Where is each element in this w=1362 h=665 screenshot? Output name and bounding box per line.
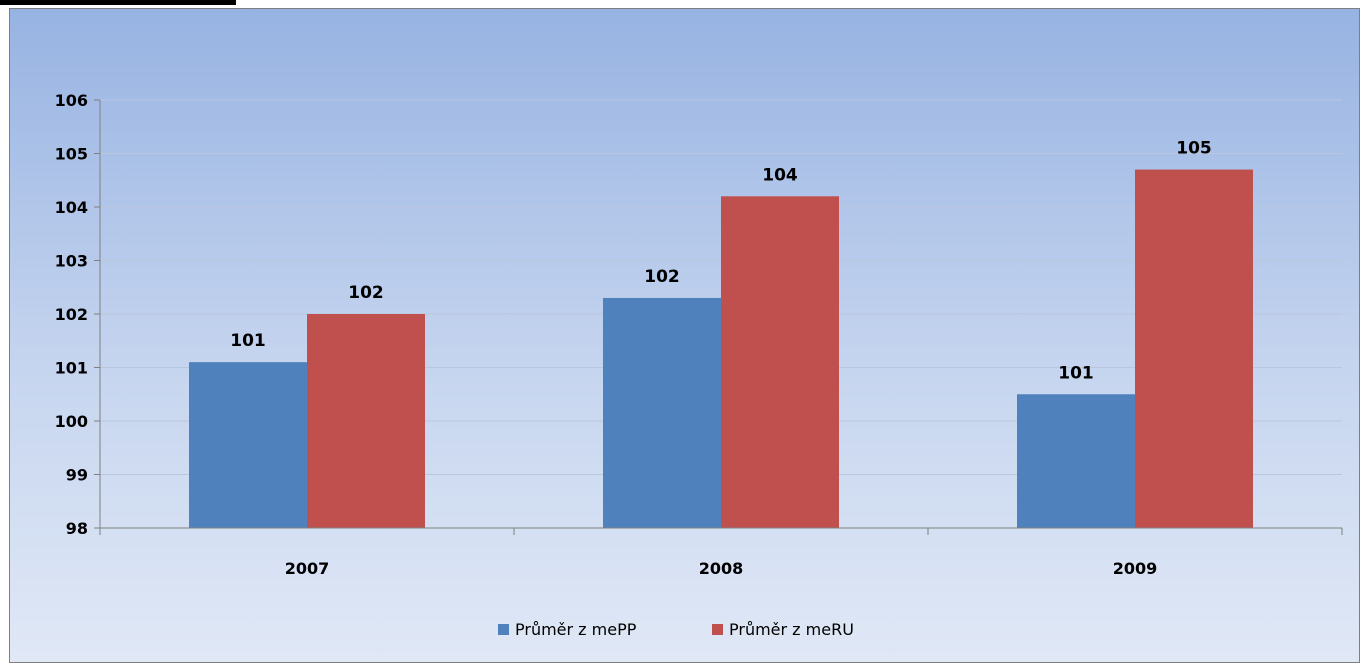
x-tick-label: 2007 xyxy=(285,559,330,578)
bar-2008-series-2 xyxy=(721,196,839,529)
legend-label-1: Průměr z mePP xyxy=(515,620,637,639)
top-rule xyxy=(0,0,236,5)
data-label: 104 xyxy=(762,165,798,185)
axes: 98 99 100 101 102 103 104 105 106 2007 2008 2009 xyxy=(55,91,1343,578)
data-label: 102 xyxy=(348,283,384,303)
bar-2007-series-2 xyxy=(307,314,425,528)
y-tick-label: 98 xyxy=(66,519,88,538)
legend-label-2: Průměr z meRU xyxy=(729,620,854,639)
x-tick-label: 2009 xyxy=(1113,559,1158,578)
y-tick-label: 102 xyxy=(55,305,88,324)
y-tick-label: 101 xyxy=(55,359,88,378)
data-labels: 101 102 102 104 101 105 xyxy=(230,139,1212,384)
data-label: 101 xyxy=(1058,363,1094,383)
y-tick-label: 106 xyxy=(55,91,88,110)
bar-2009-series-2 xyxy=(1135,169,1253,529)
x-tick-label: 2008 xyxy=(699,559,744,578)
bar-2009-series-1 xyxy=(1017,394,1135,528)
bar-2008-series-1 xyxy=(603,297,721,528)
y-tick-label: 105 xyxy=(55,145,88,164)
y-tick-label: 103 xyxy=(55,252,88,271)
bar-2007-series-1 xyxy=(189,362,307,528)
legend-swatch-2 xyxy=(712,624,723,635)
data-label: 101 xyxy=(230,331,266,351)
legend-swatch-1 xyxy=(498,624,509,635)
y-tick-label: 100 xyxy=(55,412,88,431)
data-label: 105 xyxy=(1176,139,1212,159)
y-tick-label: 99 xyxy=(66,466,88,485)
data-label: 102 xyxy=(644,267,680,287)
y-tick-label: 104 xyxy=(55,198,88,217)
legend: Průměr z mePP Průměr z meRU xyxy=(498,620,854,639)
bars xyxy=(189,169,1253,529)
